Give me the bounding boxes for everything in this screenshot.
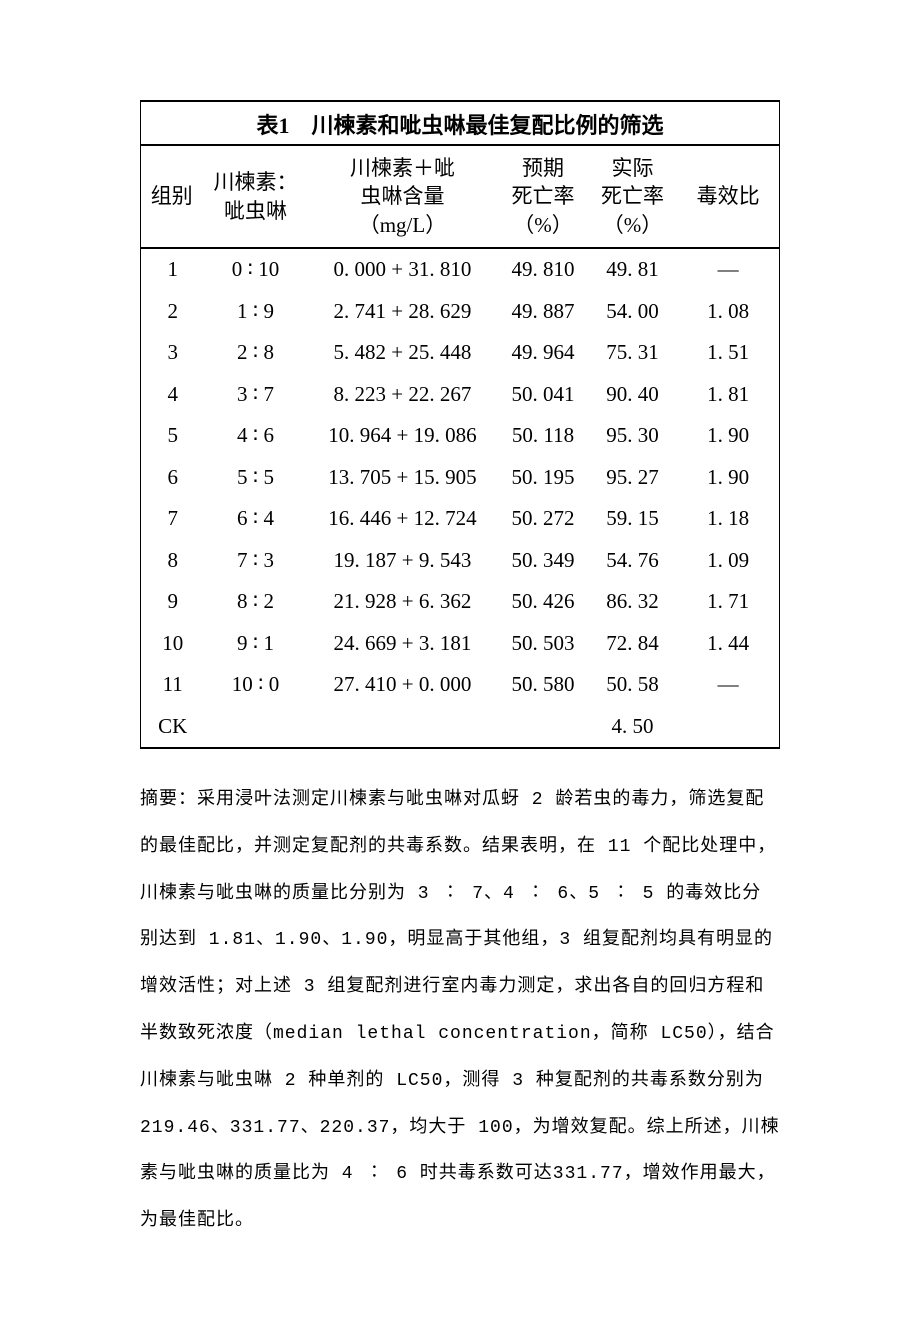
ratio-screening-table: 表1 川楝素和呲虫啉最佳复配比例的筛选 组别 川楝素： 呲虫啉 川楝素＋呲 虫啉… bbox=[140, 100, 780, 749]
table-row: 65 ∶ 513. 705 + 15. 90550. 19595. 271. 9… bbox=[141, 457, 780, 499]
cell-ratio: 4 ∶ 6 bbox=[204, 415, 306, 457]
col-header-expected: 预期 死亡率 （%） bbox=[498, 145, 587, 248]
cell-group: 11 bbox=[141, 664, 205, 706]
cell-content: 10. 964 + 19. 086 bbox=[307, 415, 499, 457]
cell-toxratio: 1. 81 bbox=[677, 374, 779, 416]
col-header-ratio: 川楝素： 呲虫啉 bbox=[204, 145, 306, 248]
cell-toxratio: 1. 51 bbox=[677, 332, 779, 374]
table-row: CK 4. 50 bbox=[141, 706, 780, 749]
cell-actual: 59. 15 bbox=[588, 498, 677, 540]
cell-toxratio: — bbox=[677, 664, 779, 706]
cell-content: 13. 705 + 15. 905 bbox=[307, 457, 499, 499]
cell-content: 24. 669 + 3. 181 bbox=[307, 623, 499, 665]
table-row: 109 ∶ 124. 669 + 3. 18150. 50372. 841. 4… bbox=[141, 623, 780, 665]
cell-toxratio: 1. 18 bbox=[677, 498, 779, 540]
cell-ratio: 10 ∶ 0 bbox=[204, 664, 306, 706]
cell-expected bbox=[498, 706, 587, 749]
table-row: 54 ∶ 610. 964 + 19. 08650. 11895. 301. 9… bbox=[141, 415, 780, 457]
cell-expected: 49. 964 bbox=[498, 332, 587, 374]
cell-ratio: 6 ∶ 4 bbox=[204, 498, 306, 540]
cell-content: 2. 741 + 28. 629 bbox=[307, 291, 499, 333]
table-row: 1110 ∶ 027. 410 + 0. 00050. 58050. 58— bbox=[141, 664, 780, 706]
table-row: 43 ∶ 78. 223 + 22. 26750. 04190. 401. 81 bbox=[141, 374, 780, 416]
cell-expected: 50. 041 bbox=[498, 374, 587, 416]
cell-expected: 50. 272 bbox=[498, 498, 587, 540]
cell-content: 0. 000 + 31. 810 bbox=[307, 248, 499, 291]
cell-group: 7 bbox=[141, 498, 205, 540]
cell-toxratio: — bbox=[677, 248, 779, 291]
cell-content: 21. 928 + 6. 362 bbox=[307, 581, 499, 623]
cell-toxratio: 1. 90 bbox=[677, 457, 779, 499]
table-row: 98 ∶ 221. 928 + 6. 36250. 42686. 321. 71 bbox=[141, 581, 780, 623]
cell-ratio: 8 ∶ 2 bbox=[204, 581, 306, 623]
col-header-toxratio: 毒效比 bbox=[677, 145, 779, 248]
cell-actual: 4. 50 bbox=[588, 706, 677, 749]
cell-actual: 72. 84 bbox=[588, 623, 677, 665]
cell-toxratio: 1. 71 bbox=[677, 581, 779, 623]
cell-group: 10 bbox=[141, 623, 205, 665]
cell-ratio: 1 ∶ 9 bbox=[204, 291, 306, 333]
cell-toxratio: 1. 90 bbox=[677, 415, 779, 457]
cell-group: 6 bbox=[141, 457, 205, 499]
cell-group: 4 bbox=[141, 374, 205, 416]
cell-actual: 50. 58 bbox=[588, 664, 677, 706]
cell-expected: 50. 118 bbox=[498, 415, 587, 457]
col-header-group: 组别 bbox=[141, 145, 205, 248]
cell-expected: 50. 349 bbox=[498, 540, 587, 582]
cell-toxratio: 1. 44 bbox=[677, 623, 779, 665]
cell-group: 5 bbox=[141, 415, 205, 457]
cell-content bbox=[307, 706, 499, 749]
cell-expected: 50. 580 bbox=[498, 664, 587, 706]
cell-expected: 49. 810 bbox=[498, 248, 587, 291]
cell-actual: 54. 00 bbox=[588, 291, 677, 333]
cell-group: 9 bbox=[141, 581, 205, 623]
cell-content: 8. 223 + 22. 267 bbox=[307, 374, 499, 416]
cell-actual: 90. 40 bbox=[588, 374, 677, 416]
cell-actual: 49. 81 bbox=[588, 248, 677, 291]
cell-content: 19. 187 + 9. 543 bbox=[307, 540, 499, 582]
cell-ratio: 2 ∶ 8 bbox=[204, 332, 306, 374]
cell-ratio: 5 ∶ 5 bbox=[204, 457, 306, 499]
cell-toxratio bbox=[677, 706, 779, 749]
cell-ratio: 3 ∶ 7 bbox=[204, 374, 306, 416]
cell-group: CK bbox=[141, 706, 205, 749]
table-row: 21 ∶ 92. 741 + 28. 62949. 88754. 001. 08 bbox=[141, 291, 780, 333]
cell-group: 1 bbox=[141, 248, 205, 291]
table-row: 76 ∶ 416. 446 + 12. 72450. 27259. 151. 1… bbox=[141, 498, 780, 540]
cell-actual: 95. 27 bbox=[588, 457, 677, 499]
table-row: 32 ∶ 85. 482 + 25. 44849. 96475. 311. 51 bbox=[141, 332, 780, 374]
table-row: 10 ∶ 100. 000 + 31. 81049. 81049. 81— bbox=[141, 248, 780, 291]
cell-group: 2 bbox=[141, 291, 205, 333]
table-row: 87 ∶ 319. 187 + 9. 54350. 34954. 761. 09 bbox=[141, 540, 780, 582]
cell-actual: 75. 31 bbox=[588, 332, 677, 374]
col-header-content: 川楝素＋呲 虫啉含量 （mg/L） bbox=[307, 145, 499, 248]
cell-actual: 95. 30 bbox=[588, 415, 677, 457]
abstract-text: 摘要：采用浸叶法测定川楝素与呲虫啉对瓜蚜 2 龄若虫的毒力，筛选复配的最佳配比，… bbox=[140, 777, 780, 1245]
cell-expected: 50. 426 bbox=[498, 581, 587, 623]
page: 表1 川楝素和呲虫啉最佳复配比例的筛选 组别 川楝素： 呲虫啉 川楝素＋呲 虫啉… bbox=[0, 0, 920, 1325]
col-header-actual: 实际 死亡率 （%） bbox=[588, 145, 677, 248]
cell-content: 5. 482 + 25. 448 bbox=[307, 332, 499, 374]
table-title: 表1 川楝素和呲虫啉最佳复配比例的筛选 bbox=[141, 101, 780, 145]
cell-ratio bbox=[204, 706, 306, 749]
cell-expected: 49. 887 bbox=[498, 291, 587, 333]
cell-ratio: 0 ∶ 10 bbox=[204, 248, 306, 291]
cell-expected: 50. 195 bbox=[498, 457, 587, 499]
cell-toxratio: 1. 09 bbox=[677, 540, 779, 582]
cell-content: 27. 410 + 0. 000 bbox=[307, 664, 499, 706]
cell-group: 3 bbox=[141, 332, 205, 374]
cell-content: 16. 446 + 12. 724 bbox=[307, 498, 499, 540]
cell-group: 8 bbox=[141, 540, 205, 582]
cell-expected: 50. 503 bbox=[498, 623, 587, 665]
cell-ratio: 7 ∶ 3 bbox=[204, 540, 306, 582]
cell-ratio: 9 ∶ 1 bbox=[204, 623, 306, 665]
cell-actual: 86. 32 bbox=[588, 581, 677, 623]
cell-toxratio: 1. 08 bbox=[677, 291, 779, 333]
cell-actual: 54. 76 bbox=[588, 540, 677, 582]
